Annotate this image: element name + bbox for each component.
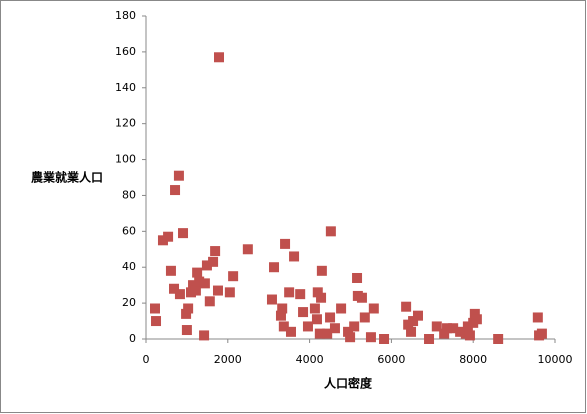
point: [352, 272, 363, 283]
point: [204, 296, 215, 307]
y-tick-label: 40: [122, 260, 136, 273]
point: [311, 314, 322, 325]
x-tick-label: 10000: [538, 353, 573, 366]
point: [349, 321, 360, 332]
point: [278, 321, 289, 332]
point: [493, 334, 504, 344]
point: [406, 326, 417, 337]
point: [343, 326, 354, 337]
point: [356, 292, 367, 303]
point: [210, 246, 221, 257]
point: [325, 226, 336, 237]
point: [316, 292, 327, 303]
y-tick-label: 140: [115, 81, 136, 94]
y-tick-label: 20: [122, 296, 136, 309]
point: [178, 228, 189, 239]
point: [345, 332, 356, 343]
point: [424, 334, 435, 344]
x-tick-label: 2000: [214, 353, 242, 366]
point: [170, 185, 181, 196]
point: [464, 330, 475, 341]
point: [181, 325, 192, 336]
point: [401, 301, 412, 312]
y-tick-label: 80: [122, 188, 136, 201]
point: [266, 294, 277, 305]
point: [289, 251, 300, 262]
point: [295, 289, 306, 300]
point: [149, 303, 160, 314]
y-tick-label: 160: [115, 45, 136, 58]
point: [462, 321, 473, 332]
x-axis-title: 人口密度: [324, 376, 373, 391]
point: [280, 238, 291, 249]
point: [285, 326, 296, 337]
y-tick-label: 60: [122, 224, 136, 237]
point: [199, 278, 210, 289]
y-tick-label: 100: [115, 153, 136, 166]
point: [302, 321, 313, 332]
point: [224, 287, 235, 298]
point: [188, 280, 199, 291]
point: [192, 267, 203, 278]
point: [329, 323, 340, 334]
point: [181, 308, 192, 319]
point: [439, 328, 450, 339]
x-tick-label: 6000: [377, 353, 405, 366]
x-tick-label: 8000: [459, 353, 487, 366]
point: [174, 289, 185, 300]
point: [536, 328, 547, 339]
point: [532, 312, 543, 323]
point: [173, 170, 184, 181]
point: [169, 283, 180, 294]
point: [163, 231, 174, 242]
y-tick-label: 180: [115, 9, 136, 22]
point: [412, 310, 423, 321]
point: [314, 328, 325, 339]
point: [201, 260, 212, 271]
point: [277, 303, 288, 314]
point: [431, 321, 442, 332]
point: [194, 276, 205, 287]
x-tick-label: 4000: [296, 353, 324, 366]
point: [448, 323, 459, 334]
point: [359, 312, 370, 323]
x-tick-label: 0: [143, 353, 150, 366]
point: [316, 265, 327, 276]
point: [442, 323, 453, 334]
point: [183, 303, 194, 314]
point: [212, 285, 223, 296]
point: [322, 328, 333, 339]
point: [298, 307, 309, 318]
point: [165, 265, 176, 276]
point: [269, 262, 280, 273]
point: [151, 316, 162, 327]
point: [242, 244, 253, 255]
point: [228, 271, 239, 282]
y-axis-title: 農業就業人口: [31, 170, 103, 185]
point: [208, 256, 219, 267]
y-tick-label: 0: [129, 332, 136, 345]
point: [455, 326, 466, 337]
point: [379, 334, 390, 344]
point: [190, 285, 201, 296]
point: [325, 312, 336, 323]
point: [365, 332, 376, 343]
point: [214, 52, 225, 63]
point: [469, 308, 480, 319]
point: [471, 314, 482, 325]
point: [336, 303, 347, 314]
point: [368, 303, 379, 314]
point: [309, 303, 320, 314]
point: [312, 287, 323, 298]
point: [275, 310, 286, 321]
point: [408, 316, 419, 327]
point: [157, 235, 168, 246]
point: [284, 287, 295, 298]
point: [199, 330, 210, 341]
y-tick-label: 120: [115, 117, 136, 130]
